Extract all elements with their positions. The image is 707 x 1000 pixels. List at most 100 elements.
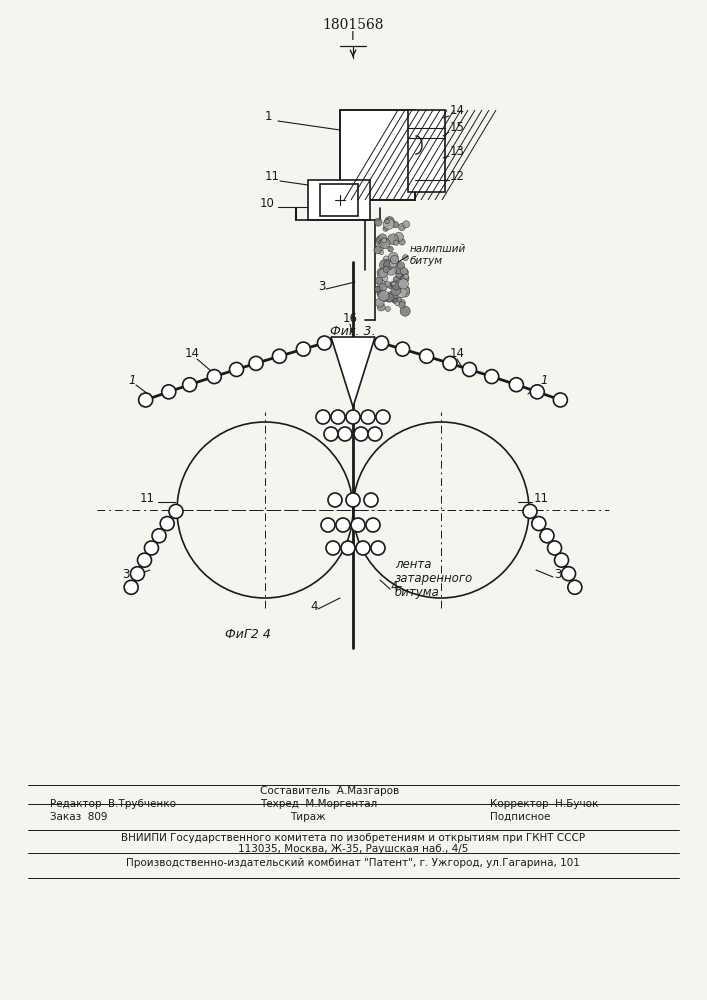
Circle shape	[378, 234, 387, 242]
Circle shape	[402, 276, 405, 280]
Circle shape	[390, 282, 395, 286]
Circle shape	[328, 493, 342, 507]
Circle shape	[162, 385, 176, 399]
Text: налипший: налипший	[410, 244, 466, 254]
Circle shape	[152, 529, 166, 543]
Circle shape	[375, 336, 389, 350]
Circle shape	[393, 276, 400, 283]
Circle shape	[385, 219, 390, 224]
Text: Тираж: Тираж	[290, 812, 326, 822]
Circle shape	[397, 279, 403, 284]
Circle shape	[397, 297, 402, 302]
Circle shape	[137, 553, 151, 567]
Circle shape	[361, 410, 375, 424]
Text: 15: 15	[450, 121, 465, 134]
Circle shape	[399, 280, 407, 287]
Circle shape	[375, 277, 382, 284]
Circle shape	[396, 271, 403, 278]
Circle shape	[272, 349, 286, 363]
Circle shape	[160, 517, 174, 531]
Circle shape	[124, 580, 138, 594]
Circle shape	[354, 427, 368, 441]
Circle shape	[380, 259, 390, 270]
Circle shape	[395, 268, 399, 273]
Circle shape	[378, 303, 385, 311]
Circle shape	[485, 370, 498, 384]
Text: ФиΓ2 4: ФиΓ2 4	[225, 628, 271, 641]
Circle shape	[554, 553, 568, 567]
Circle shape	[385, 306, 390, 311]
Circle shape	[397, 262, 404, 269]
Circle shape	[400, 274, 409, 283]
Circle shape	[391, 285, 401, 295]
Text: 14: 14	[450, 104, 465, 117]
Circle shape	[383, 219, 395, 229]
Text: 1: 1	[265, 110, 272, 123]
Text: 11: 11	[140, 492, 155, 505]
Circle shape	[249, 356, 263, 370]
Circle shape	[391, 296, 398, 303]
Circle shape	[400, 268, 407, 275]
Circle shape	[382, 238, 387, 243]
Text: 4: 4	[310, 600, 317, 613]
Circle shape	[392, 282, 396, 286]
Circle shape	[399, 239, 405, 245]
Circle shape	[394, 263, 404, 274]
Text: 1801568: 1801568	[322, 18, 384, 32]
Circle shape	[368, 427, 382, 441]
Circle shape	[568, 580, 582, 594]
Circle shape	[371, 541, 385, 555]
Circle shape	[379, 250, 384, 255]
Text: Заказ  809: Заказ 809	[50, 812, 107, 822]
Circle shape	[398, 279, 409, 289]
Text: 113035, Москва, Ж-35, Раушская наб., 4/5: 113035, Москва, Ж-35, Раушская наб., 4/5	[238, 844, 468, 854]
Circle shape	[336, 518, 350, 532]
Circle shape	[375, 286, 383, 293]
Circle shape	[390, 260, 397, 268]
Circle shape	[375, 298, 384, 307]
Text: Техред  М.Моргентал: Техред М.Моргентал	[260, 799, 378, 809]
Text: Подписное: Подписное	[490, 812, 550, 822]
Bar	[308, 180, 370, 220]
Text: Редактор  В.Трубченко: Редактор В.Трубченко	[50, 799, 176, 809]
Circle shape	[296, 342, 310, 356]
Circle shape	[392, 221, 399, 228]
Circle shape	[388, 252, 398, 262]
Circle shape	[385, 217, 395, 226]
Text: битум: битум	[410, 256, 443, 266]
Circle shape	[317, 336, 332, 350]
Text: лента: лента	[395, 558, 431, 571]
Circle shape	[383, 256, 389, 262]
Text: 11: 11	[265, 170, 280, 183]
Circle shape	[389, 292, 397, 300]
Text: 12: 12	[450, 170, 465, 183]
Circle shape	[377, 272, 387, 283]
Circle shape	[393, 240, 399, 245]
Text: I: I	[351, 30, 355, 43]
Circle shape	[530, 385, 544, 399]
Circle shape	[396, 342, 409, 356]
Circle shape	[380, 295, 387, 302]
Circle shape	[139, 393, 153, 407]
Polygon shape	[331, 337, 375, 407]
Circle shape	[341, 541, 355, 555]
Circle shape	[230, 362, 243, 376]
Circle shape	[385, 281, 390, 287]
Circle shape	[462, 362, 477, 376]
Circle shape	[532, 517, 546, 531]
Circle shape	[366, 518, 380, 532]
Circle shape	[402, 255, 409, 261]
Circle shape	[169, 504, 183, 518]
Circle shape	[399, 299, 405, 306]
Circle shape	[326, 541, 340, 555]
Text: затаренного: затаренного	[395, 572, 473, 585]
Circle shape	[561, 567, 575, 581]
Circle shape	[395, 232, 404, 242]
Circle shape	[378, 291, 389, 301]
Text: 16: 16	[343, 312, 358, 325]
Circle shape	[356, 541, 370, 555]
Circle shape	[374, 218, 382, 226]
Text: 1: 1	[540, 374, 547, 387]
Circle shape	[387, 283, 394, 289]
Circle shape	[393, 287, 400, 294]
